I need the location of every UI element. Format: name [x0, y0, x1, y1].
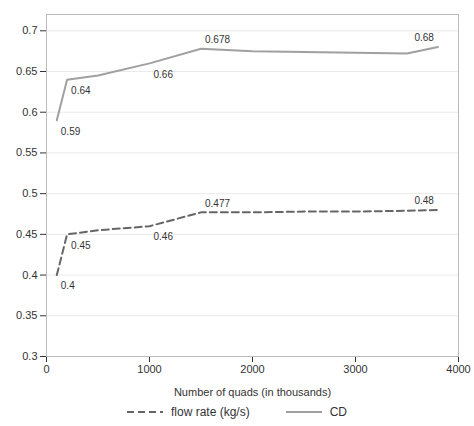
- svg-text:0.64: 0.64: [71, 85, 91, 96]
- svg-text:0.66: 0.66: [154, 69, 174, 80]
- svg-text:0.48: 0.48: [414, 195, 434, 206]
- svg-text:Number of quads (in thousands): Number of quads (in thousands): [174, 386, 331, 398]
- svg-text:0.68: 0.68: [414, 32, 434, 43]
- html-text:CD: CD: [329, 405, 347, 419]
- svg-text:0.5: 0.5: [22, 187, 37, 199]
- svg-text:2000: 2000: [240, 363, 264, 375]
- svg-text:0: 0: [43, 363, 49, 375]
- svg-text:0.45: 0.45: [71, 240, 91, 251]
- svg-text:0.4: 0.4: [61, 280, 75, 291]
- svg-text:0.45: 0.45: [16, 228, 37, 240]
- svg-text:0.678: 0.678: [205, 34, 230, 45]
- svg-text:0.4: 0.4: [22, 269, 37, 281]
- svg-text:0.6: 0.6: [22, 106, 37, 118]
- svg-text:0.65: 0.65: [16, 65, 37, 77]
- svg-text:0.46: 0.46: [154, 231, 174, 242]
- svg-text:0.7: 0.7: [22, 24, 37, 36]
- html-text:flow rate (kg/s): flow rate (kg/s): [171, 405, 250, 419]
- svg-text:0.59: 0.59: [61, 126, 81, 137]
- svg-text:0.477: 0.477: [205, 198, 230, 209]
- svg-text:0.55: 0.55: [16, 146, 37, 158]
- svg-text:4000: 4000: [446, 363, 470, 375]
- svg-text:0.35: 0.35: [16, 309, 37, 321]
- svg-text:3000: 3000: [343, 363, 367, 375]
- svg-text:0.3: 0.3: [22, 350, 37, 362]
- svg-text:1000: 1000: [137, 363, 161, 375]
